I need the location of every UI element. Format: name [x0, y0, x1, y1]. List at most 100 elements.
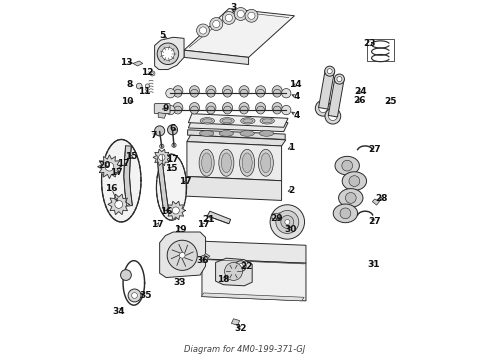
Text: 14: 14 — [289, 81, 301, 90]
Text: 13: 13 — [120, 58, 132, 67]
Circle shape — [285, 220, 290, 225]
Circle shape — [248, 12, 255, 19]
Ellipse shape — [262, 119, 272, 123]
Circle shape — [340, 208, 351, 219]
Circle shape — [325, 108, 341, 124]
Circle shape — [224, 262, 243, 280]
Ellipse shape — [222, 103, 233, 113]
Circle shape — [270, 205, 304, 239]
Ellipse shape — [258, 149, 273, 176]
Circle shape — [315, 100, 331, 116]
Circle shape — [235, 261, 246, 271]
Text: 35: 35 — [139, 291, 151, 300]
Polygon shape — [328, 78, 344, 117]
Text: 16: 16 — [105, 184, 118, 193]
Ellipse shape — [260, 118, 274, 124]
Circle shape — [199, 27, 207, 34]
Circle shape — [328, 112, 337, 121]
Text: 21: 21 — [202, 215, 215, 224]
Ellipse shape — [256, 86, 266, 96]
Ellipse shape — [206, 103, 216, 113]
Circle shape — [207, 106, 215, 114]
Ellipse shape — [243, 119, 253, 123]
Ellipse shape — [199, 131, 214, 136]
Circle shape — [342, 160, 353, 171]
Text: 17: 17 — [118, 159, 130, 168]
Circle shape — [257, 89, 265, 97]
Text: 19: 19 — [174, 225, 187, 234]
Text: 17: 17 — [166, 155, 179, 164]
Circle shape — [167, 240, 197, 270]
Polygon shape — [187, 135, 286, 146]
Polygon shape — [231, 319, 240, 325]
Bar — [367, 39, 394, 61]
Circle shape — [319, 104, 327, 113]
Ellipse shape — [221, 153, 231, 173]
Ellipse shape — [242, 153, 252, 173]
Text: 9: 9 — [162, 104, 169, 113]
Circle shape — [273, 89, 281, 97]
Ellipse shape — [189, 86, 199, 96]
Circle shape — [281, 216, 294, 228]
Text: 8: 8 — [126, 81, 133, 90]
Polygon shape — [133, 61, 143, 66]
Polygon shape — [372, 199, 379, 205]
Text: 27: 27 — [368, 217, 380, 226]
Ellipse shape — [219, 149, 234, 176]
Ellipse shape — [239, 103, 249, 113]
Ellipse shape — [241, 118, 255, 124]
Circle shape — [334, 74, 344, 84]
Text: 34: 34 — [113, 307, 125, 316]
Ellipse shape — [259, 131, 274, 136]
Polygon shape — [272, 213, 280, 219]
Circle shape — [207, 89, 215, 97]
Circle shape — [225, 14, 232, 22]
Polygon shape — [186, 176, 282, 201]
Ellipse shape — [272, 86, 282, 96]
Polygon shape — [160, 232, 205, 278]
Circle shape — [240, 106, 248, 114]
Ellipse shape — [256, 103, 266, 113]
Text: 5: 5 — [159, 31, 166, 40]
Polygon shape — [108, 194, 129, 215]
Ellipse shape — [173, 103, 183, 113]
Polygon shape — [188, 114, 288, 127]
Circle shape — [282, 105, 291, 115]
Polygon shape — [156, 154, 187, 220]
Circle shape — [325, 66, 335, 76]
Circle shape — [191, 89, 198, 97]
FancyBboxPatch shape — [154, 104, 170, 114]
Circle shape — [166, 89, 175, 98]
Text: Diagram for 4M0-199-371-GJ: Diagram for 4M0-199-371-GJ — [184, 345, 306, 354]
Polygon shape — [184, 50, 248, 64]
Text: 25: 25 — [384, 96, 396, 105]
Ellipse shape — [206, 86, 216, 96]
Text: 24: 24 — [354, 86, 367, 95]
Ellipse shape — [202, 119, 212, 123]
Circle shape — [257, 106, 265, 114]
Ellipse shape — [240, 149, 255, 176]
Circle shape — [172, 207, 179, 214]
Polygon shape — [184, 9, 294, 57]
Polygon shape — [188, 130, 285, 139]
Text: 26: 26 — [353, 96, 366, 105]
Circle shape — [168, 125, 177, 135]
Text: 15: 15 — [125, 152, 137, 161]
Circle shape — [213, 21, 220, 28]
Text: 20: 20 — [98, 161, 111, 170]
Polygon shape — [157, 156, 169, 211]
Text: 17: 17 — [110, 168, 122, 177]
Text: 33: 33 — [173, 278, 186, 287]
Circle shape — [159, 154, 165, 161]
Text: 17: 17 — [197, 220, 210, 229]
Circle shape — [115, 201, 122, 208]
Ellipse shape — [219, 131, 234, 136]
Circle shape — [222, 12, 235, 24]
Circle shape — [282, 89, 291, 98]
Ellipse shape — [261, 153, 271, 173]
Ellipse shape — [272, 103, 282, 113]
Text: 16: 16 — [160, 207, 172, 216]
Ellipse shape — [239, 86, 249, 96]
Ellipse shape — [222, 86, 233, 96]
Circle shape — [128, 289, 141, 302]
